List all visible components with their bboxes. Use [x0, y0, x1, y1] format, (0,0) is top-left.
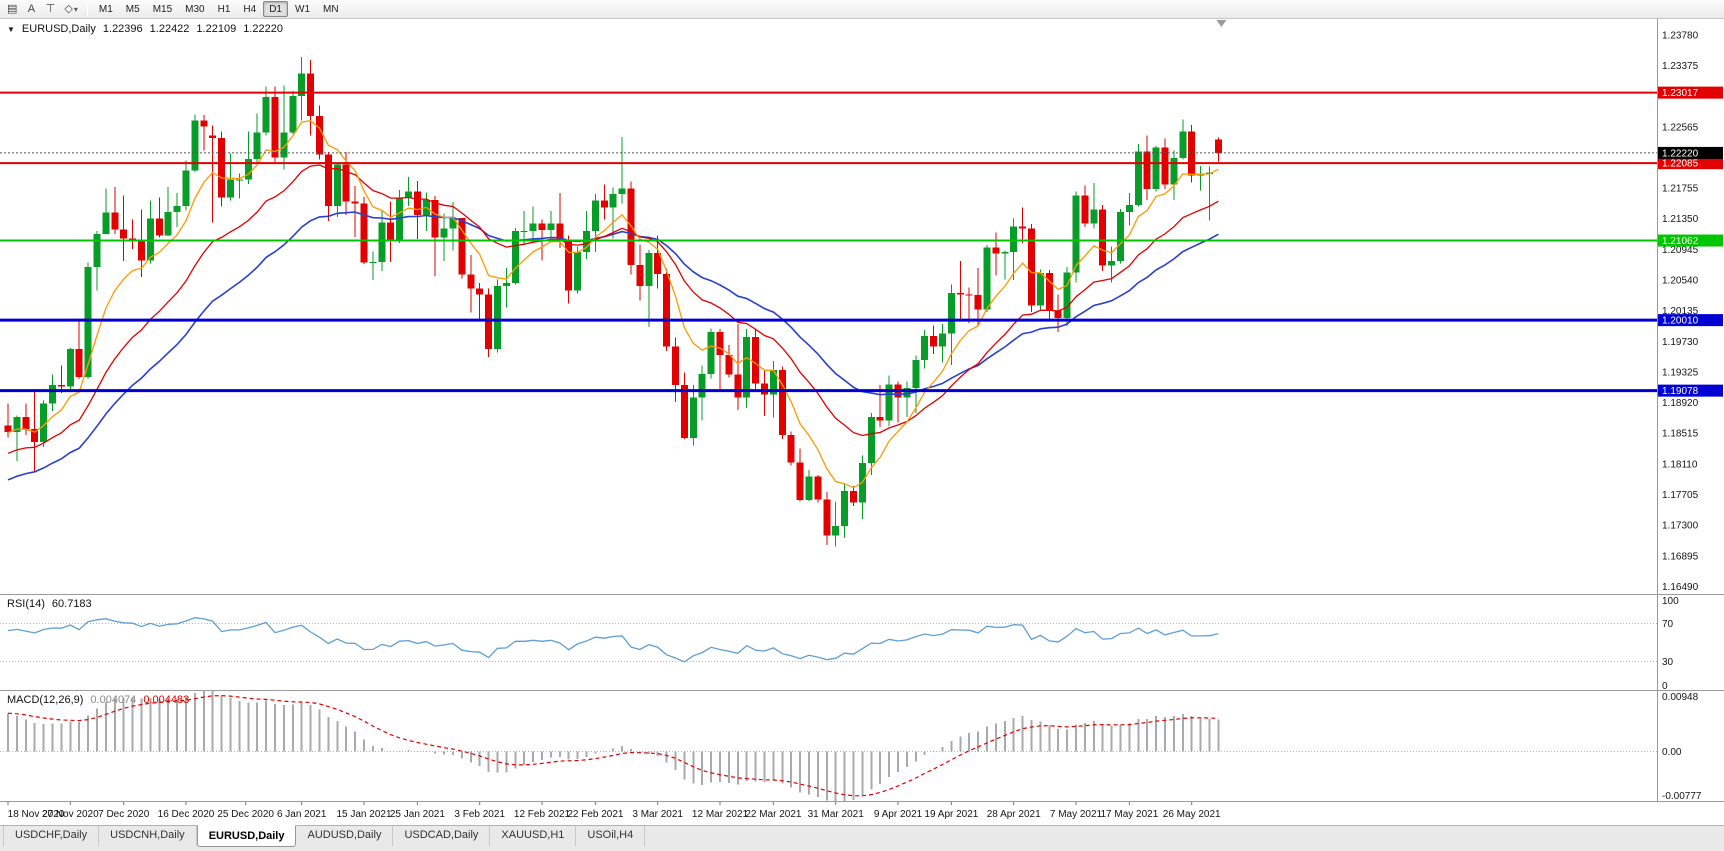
time-axis-label: 15 Jan 2021	[336, 809, 391, 820]
macd-axis-label: -0.00777	[1662, 791, 1702, 802]
price-axis-label: 1.17300	[1662, 521, 1699, 532]
time-axis-label: 18 Nov 2020	[8, 809, 65, 820]
tab-usdcnh-daily[interactable]: USDCNH,Daily	[99, 826, 197, 846]
timeframe-m1-button[interactable]: M1	[98, 4, 113, 15]
dropdown-arrow-icon: ▾	[73, 5, 78, 14]
tab-usdchf-daily[interactable]: USDCHF,Daily	[3, 826, 100, 846]
rsi-line	[7, 617, 1219, 663]
time-axis-label: 12 Mar 2021	[692, 809, 749, 820]
time-axis-label: 3 Feb 2021	[454, 809, 505, 820]
price-axis-label: 1.23375	[1662, 61, 1699, 72]
svg-text:1.21062: 1.21062	[1662, 236, 1699, 247]
svg-text:1.20010: 1.20010	[1662, 316, 1699, 327]
hline-price-badge: 1.22085	[1658, 157, 1723, 170]
price-axis-label: 1.21755	[1662, 184, 1699, 195]
tab-usoil-h4[interactable]: USOil,H4	[576, 826, 646, 846]
time-axis-label: 17 May 2021	[1100, 809, 1158, 820]
macd-axis-label: 0.00948	[1662, 692, 1699, 703]
price-axis-label: 1.19730	[1662, 337, 1699, 348]
chart-frame	[0, 19, 1724, 802]
time-axis-label: 7 Dec 2020	[98, 809, 150, 820]
timeframe-mn-button[interactable]: MN	[323, 4, 339, 15]
ma-slow-blue-line	[7, 211, 1219, 481]
time-axis-label: 6 Jan 2021	[277, 809, 327, 820]
tab-usdcad-daily[interactable]: USDCAD,Daily	[393, 826, 491, 846]
price-axis[interactable]: 1.23780 1.23375 1.22565 1.21755 1.21350 1.209…	[1662, 30, 1699, 593]
time-axis-label: 9 Apr 2021	[874, 809, 923, 820]
time-axis-label: 25 Jan 2021	[390, 809, 445, 820]
time-axis-label: 22 Mar 2021	[745, 809, 802, 820]
time-axis-label: 28 Apr 2021	[987, 809, 1041, 820]
time-axis-label: 7 May 2021	[1050, 809, 1103, 820]
price-axis-label: 1.16490	[1662, 582, 1699, 593]
time-axis-label: 16 Dec 2020	[158, 809, 215, 820]
price-axis-label: 1.18515	[1662, 429, 1699, 440]
timeframe-w1-button[interactable]: W1	[295, 4, 310, 15]
tab-audusd-daily[interactable]: AUDUSD,Daily	[296, 826, 394, 846]
shapes-tool-icon: ◇	[64, 3, 73, 15]
macd-axis-label: 0.00	[1662, 747, 1682, 758]
rsi-axis-label: 100	[1662, 596, 1679, 607]
timeframe-h1-button[interactable]: H1	[217, 4, 231, 15]
price-axis-label: 1.22565	[1662, 122, 1699, 133]
price-axis-label: 1.20540	[1662, 276, 1699, 287]
price-axis-label: 1.17705	[1662, 490, 1699, 501]
symbol-tab-bar: USDCHF,Daily USDCNH,Daily EURUSD,Daily A…	[0, 825, 1724, 851]
price-axis-label: 1.21350	[1662, 214, 1699, 225]
price-axis-label: 1.20135	[1662, 306, 1699, 317]
hline-price-badge: 1.21062	[1658, 234, 1723, 247]
candlestick-series	[4, 56, 1222, 547]
timeframe-m5-button[interactable]: M5	[125, 4, 140, 15]
svg-text:1.23017: 1.23017	[1662, 88, 1699, 99]
svg-text:1.22220: 1.22220	[1662, 148, 1699, 159]
timeframe-m30-button[interactable]: M30	[185, 4, 205, 15]
text-tool-icon[interactable]: A	[27, 3, 36, 15]
price-axis-label: 1.23780	[1662, 30, 1699, 41]
toolbar-separator	[86, 2, 88, 16]
price-axis-label: 1.19325	[1662, 367, 1699, 378]
time-axis-label: 31 Mar 2021	[808, 809, 865, 820]
shapes-tool-button[interactable]: ◇▾	[60, 1, 81, 17]
time-axis-label: 25 Dec 2020	[217, 809, 274, 820]
collapse-arrow-icon[interactable]: ▼	[7, 25, 15, 34]
chart-shift-marker[interactable]	[1216, 20, 1227, 27]
rsi-axis-label: 0	[1662, 681, 1668, 692]
svg-text:1.22085: 1.22085	[1662, 159, 1699, 170]
time-axis-label: 26 May 2021	[1163, 809, 1221, 820]
timeframe-h4-button[interactable]: H4	[243, 4, 257, 15]
tab-xauusd-h1[interactable]: XAUUSD,H1	[490, 826, 577, 846]
price-axis-label: 1.18920	[1662, 398, 1699, 409]
time-axis-label: 22 Feb 2021	[567, 809, 624, 820]
macd-signal-line	[7, 695, 1219, 797]
hline-price-badge: 1.20010	[1658, 314, 1723, 327]
hline-price-badge: 1.23017	[1658, 86, 1723, 99]
time-axis-label: 27 Nov 2020	[42, 809, 99, 820]
time-axis-label: 12 Feb 2021	[514, 809, 571, 820]
svg-text:1.19078: 1.19078	[1662, 386, 1699, 397]
chart-list-icon[interactable]: ▤	[7, 3, 18, 15]
chart-canvas[interactable]: 1.23780 1.23375 1.22565 1.21755 1.21350 1.209…	[0, 19, 1724, 825]
time-axis-label: 3 Mar 2021	[632, 809, 683, 820]
tab-eurusd-daily[interactable]: EURUSD,Daily	[196, 825, 297, 847]
rsi-axis-label: 30	[1662, 657, 1674, 668]
current-price-badge: 1.22220	[1658, 146, 1723, 159]
crosshair-tool-icon[interactable]: ⊤	[45, 3, 56, 15]
timeframe-m15-button[interactable]: M15	[152, 4, 173, 15]
rsi-axis-label: 70	[1662, 619, 1674, 630]
time-axis-label: 19 Apr 2021	[924, 809, 978, 820]
ma-fast-orange-line	[7, 120, 1219, 489]
price-axis-label: 1.18110	[1662, 459, 1698, 470]
price-axis-label: 1.20945	[1662, 245, 1699, 256]
price-axis-label: 1.16895	[1662, 551, 1699, 562]
chart-window[interactable]: 1.23780 1.23375 1.22565 1.21755 1.21350 1.209…	[0, 19, 1724, 825]
hline-price-badge: 1.19078	[1658, 384, 1723, 397]
timeframe-d1-button[interactable]: D1	[263, 1, 288, 17]
macd-histogram	[7, 690, 1220, 803]
chart-toolbar: ▤ A ⊤ ◇▾ M1 M5 M15 M30 H1 H4 D1 W1 MN	[0, 0, 1724, 19]
